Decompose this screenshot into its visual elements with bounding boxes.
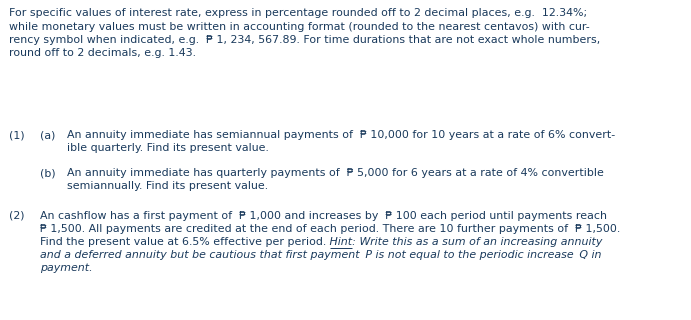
- Text: ₱ 1,500. All payments are credited at the end of each period. There are 10 furth: ₱ 1,500. All payments are credited at th…: [40, 224, 621, 234]
- Text: For specific values of interest rate, express in percentage rounded off to 2 dec: For specific values of interest rate, ex…: [9, 8, 587, 18]
- Text: (2): (2): [9, 211, 24, 221]
- Text: payment.: payment.: [40, 263, 93, 273]
- Text: (a): (a): [40, 130, 55, 140]
- Text: Find the present value at 6.5% effective per period.: Find the present value at 6.5% effective…: [40, 237, 326, 247]
- Text: rency symbol when indicated, e.g.  ₱ 1, 234, 567.89. For time durations that are: rency symbol when indicated, e.g. ₱ 1, 2…: [9, 35, 600, 45]
- Text: Write this as a sum of an increasing annuity: Write this as a sum of an increasing ann…: [356, 237, 603, 247]
- Text: semiannually. Find its present value.: semiannually. Find its present value.: [67, 181, 268, 191]
- Text: round off to 2 decimals, e.g. 1.43.: round off to 2 decimals, e.g. 1.43.: [9, 49, 196, 59]
- Text: ible quarterly. Find its present value.: ible quarterly. Find its present value.: [67, 143, 269, 153]
- Text: (b): (b): [40, 168, 55, 178]
- Text: while monetary values must be written in accounting format (rounded to the neare: while monetary values must be written in…: [9, 21, 589, 31]
- Text: An annuity immediate has quarterly payments of  ₱ 5,000 for 6 years at a rate of: An annuity immediate has quarterly payme…: [67, 168, 604, 178]
- Text: (1): (1): [9, 130, 25, 140]
- Text: Hint:: Hint:: [326, 237, 356, 247]
- Text: An annuity immediate has semiannual payments of  ₱ 10,000 for 10 years at a rate: An annuity immediate has semiannual paym…: [67, 130, 615, 140]
- Text: and a deferred annuity but be cautious that first payment  P is not equal to the: and a deferred annuity but be cautious t…: [40, 250, 601, 260]
- Text: An cashflow has a first payment of  ₱ 1,000 and increases by  ₱ 100 each period : An cashflow has a first payment of ₱ 1,0…: [40, 211, 607, 221]
